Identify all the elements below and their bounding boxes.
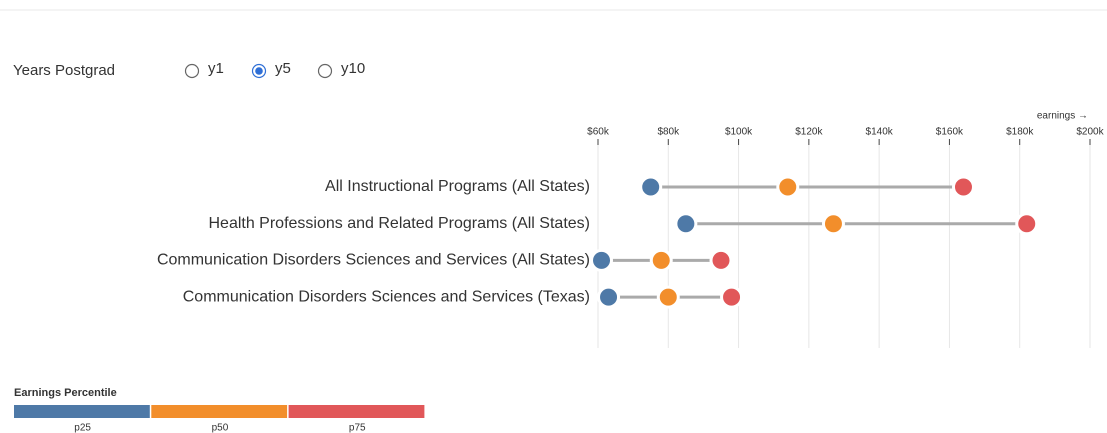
dot [1015, 212, 1039, 236]
radio-label[interactable]: y1 [208, 60, 224, 77]
x-tick-label: $160k [936, 127, 964, 138]
x-tick-label: $60k [587, 127, 610, 138]
dot [776, 175, 800, 199]
category-label: Communication Disorders Sciences and Ser… [157, 252, 590, 269]
legend-label: p25 [74, 423, 91, 433]
radio-dot [255, 67, 263, 75]
legend-title: Earnings Percentile [14, 387, 117, 399]
x-tick-label: $180k [1006, 127, 1034, 138]
dot [674, 212, 698, 236]
legend-swatch [288, 405, 425, 418]
category-label: All Instructional Programs (All States) [325, 178, 590, 195]
dot [639, 175, 663, 199]
x-tick-label: $120k [795, 127, 823, 138]
legend-label: p50 [212, 423, 229, 433]
x-tick-label: $80k [657, 127, 680, 138]
dot [597, 285, 621, 309]
radio-label[interactable]: y5 [275, 60, 291, 77]
category-label: Communication Disorders Sciences and Ser… [183, 288, 590, 305]
dot [951, 175, 975, 199]
control-label: Years Postgrad [13, 62, 115, 79]
x-tick-label: $140k [866, 127, 894, 138]
x-tick-label: $200k [1076, 127, 1104, 138]
dot [590, 248, 614, 272]
dot [709, 248, 733, 272]
dot [821, 212, 845, 236]
x-tick-label: $100k [725, 127, 753, 138]
legend-swatch [151, 405, 288, 418]
dot [649, 248, 673, 272]
dot [720, 285, 744, 309]
x-axis-label: earnings → [1037, 111, 1088, 122]
legend-swatch [14, 405, 150, 418]
legend-label: p75 [349, 423, 366, 433]
radio-button[interactable] [317, 63, 333, 79]
radio-label[interactable]: y10 [341, 60, 365, 77]
dot [656, 285, 680, 309]
radio-button[interactable] [184, 63, 200, 79]
category-label: Health Professions and Related Programs … [208, 215, 590, 232]
